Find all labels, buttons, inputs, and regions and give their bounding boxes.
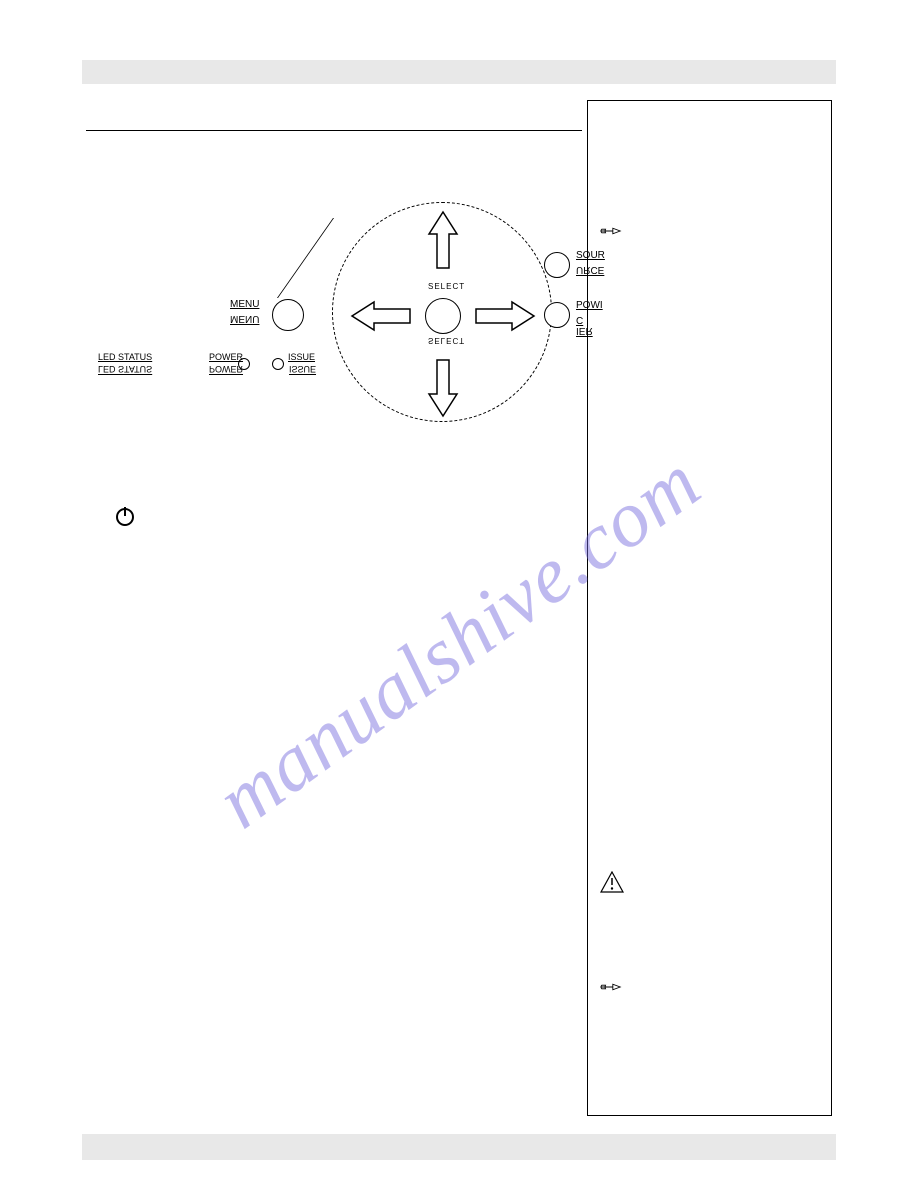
menu-label: MENU bbox=[230, 299, 259, 310]
source-label-mirror: URCE bbox=[576, 264, 604, 275]
pointing-hand-icon bbox=[600, 979, 622, 995]
sidebar-box bbox=[587, 100, 832, 1116]
horizontal-rule bbox=[86, 130, 582, 131]
arrow-down-icon bbox=[425, 348, 461, 418]
control-panel-diagram: SELECT SELECT MENU MENU POWER POWER ISSU… bbox=[92, 150, 572, 460]
menu-button[interactable] bbox=[272, 299, 304, 331]
arrow-right-icon bbox=[466, 296, 536, 336]
power-led-label-mirror: POWER bbox=[209, 364, 243, 374]
select-label-bottom: SELECT bbox=[428, 336, 465, 345]
bottom-bar bbox=[82, 1134, 836, 1160]
power-led-label: POWER bbox=[209, 352, 243, 362]
issue-led-label: ISSUE bbox=[288, 352, 315, 362]
issue-led-label-mirror: ISSUE bbox=[289, 364, 316, 374]
issue-led bbox=[272, 358, 284, 370]
pointing-hand-icon bbox=[600, 223, 622, 239]
led-status-label-mirror: LED STATUS bbox=[98, 364, 152, 374]
warning-triangle-icon bbox=[600, 871, 624, 893]
menu-label-mirror: MENU bbox=[230, 313, 259, 324]
power-label: POWI bbox=[576, 300, 603, 311]
source-button[interactable] bbox=[544, 252, 570, 278]
top-bar bbox=[82, 60, 836, 84]
arrow-up-icon bbox=[425, 210, 461, 280]
select-button[interactable] bbox=[425, 298, 461, 334]
power-button[interactable] bbox=[544, 302, 570, 328]
source-label: SOUR bbox=[576, 250, 605, 261]
led-status-label: LED STATUS bbox=[98, 352, 152, 362]
power-label-mirror: IER C bbox=[576, 314, 593, 336]
arrow-left-icon bbox=[350, 296, 420, 336]
select-label-top: SELECT bbox=[428, 282, 465, 291]
power-icon bbox=[113, 504, 137, 528]
